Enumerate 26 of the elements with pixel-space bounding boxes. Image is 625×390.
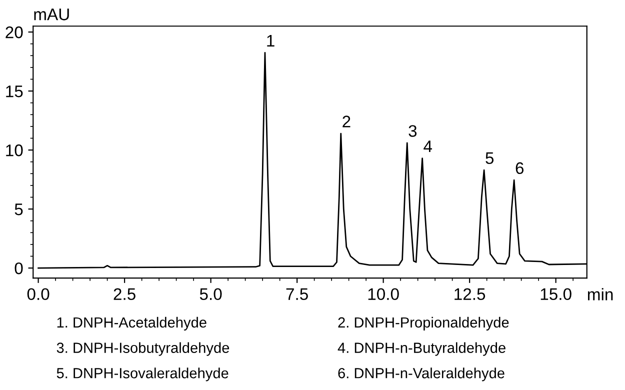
annotation: 1	[267, 34, 274, 46]
x-tick-label: 15.0	[540, 288, 572, 300]
x-tick-label: 7.5	[286, 288, 308, 300]
text: 2. DNPH-Propionaldehyde	[338, 316, 509, 330]
x-tick-label: 0.0	[27, 288, 50, 300]
text: 4. DNPH-n-Butyraldehyde	[338, 342, 506, 356]
text: 6. DNPH-n-Valeraldehyde	[338, 368, 504, 382]
x-tick-label: 12.5	[454, 288, 486, 300]
text: 5. DNPH-Isovaleraldehyde	[56, 368, 228, 382]
y-tick-label: 5	[14, 204, 23, 216]
annotation: 3	[408, 125, 417, 137]
annotation: 6	[516, 162, 524, 174]
y-tick-label: 15	[6, 86, 23, 98]
y-tick-label: 20	[6, 26, 23, 38]
annotation: 2	[342, 116, 350, 128]
x-tick-label: 10.0	[368, 288, 399, 300]
y-axis-title: mAU	[34, 8, 69, 20]
x-axis-title: min	[588, 288, 613, 300]
x-tick-label: 2.5	[114, 288, 136, 300]
y-tick-label: 10	[6, 144, 23, 156]
text: 1. DNPH-Acetaldehyde	[57, 316, 206, 330]
x-tick-label: 5.0	[200, 288, 222, 300]
y-tick-label: 0	[14, 262, 23, 274]
text: 3. DNPH-Isobutyraldehyde	[56, 342, 230, 356]
annotation: 4	[424, 140, 432, 152]
annotation: 5	[486, 152, 494, 164]
